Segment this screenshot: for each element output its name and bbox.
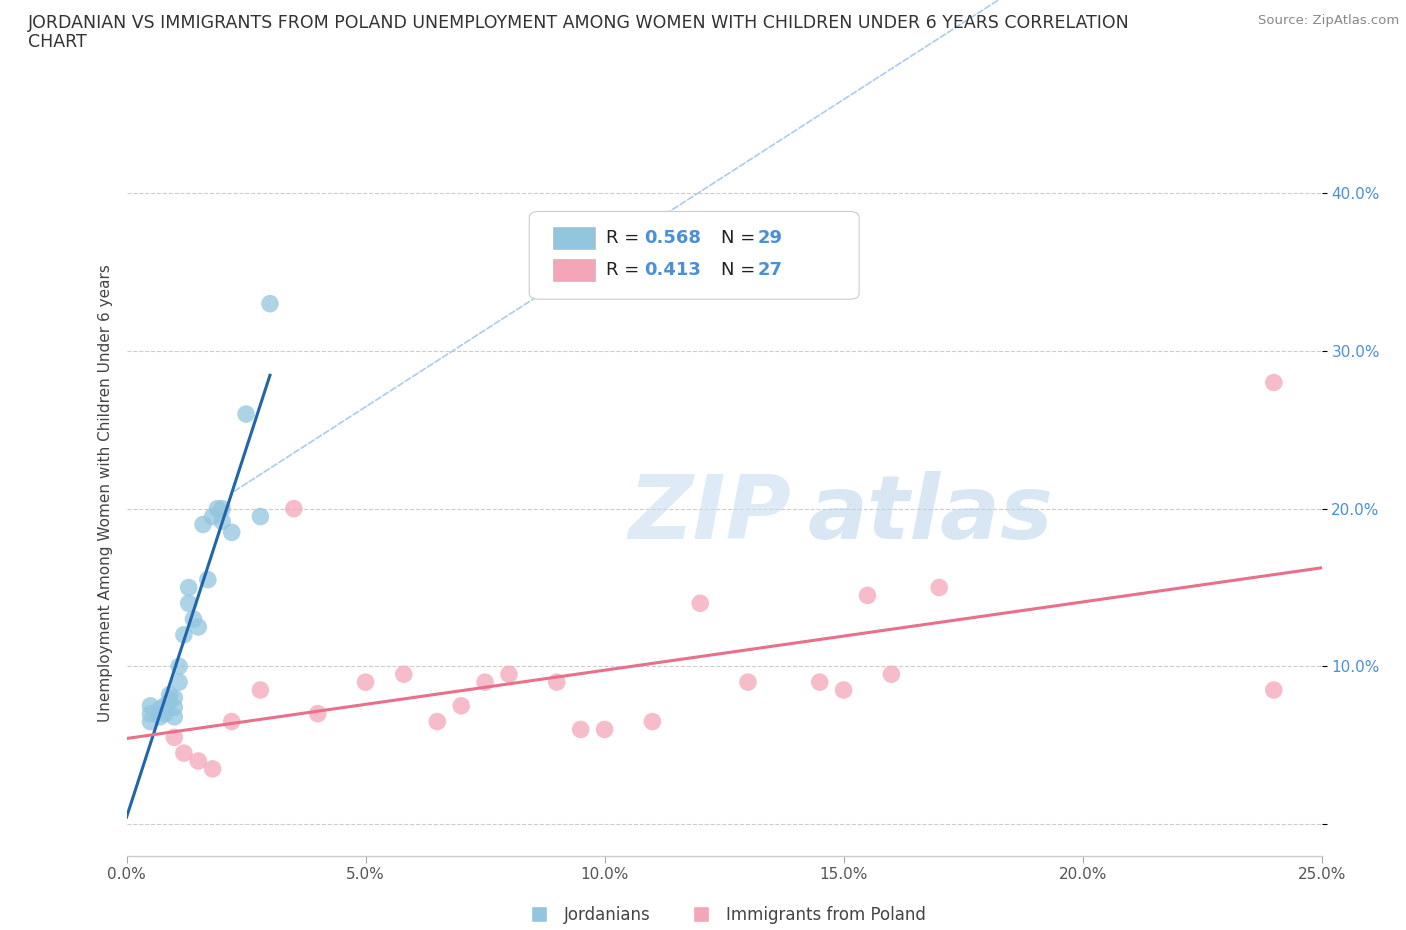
Point [880, 667, 903, 682]
Point [187, 753, 209, 768]
Point [1263, 375, 1285, 390]
Text: JORDANIAN VS IMMIGRANTS FROM POLAND UNEMPLOYMENT AMONG WOMEN WITH CHILDREN UNDER: JORDANIAN VS IMMIGRANTS FROM POLAND UNEM… [28, 14, 1130, 32]
Point [191, 517, 214, 532]
Point [197, 572, 219, 587]
Y-axis label: Unemployment Among Women with Children Under 6 years: Unemployment Among Women with Children U… [97, 264, 112, 722]
Point [159, 694, 181, 709]
Point [173, 628, 195, 643]
FancyBboxPatch shape [553, 228, 595, 249]
FancyBboxPatch shape [553, 259, 595, 281]
Point [354, 674, 377, 689]
Point [163, 730, 186, 745]
Point [307, 706, 329, 721]
Point [173, 746, 195, 761]
Point [153, 698, 176, 713]
Text: R =: R = [606, 261, 645, 279]
Point [163, 690, 186, 705]
Point [474, 674, 496, 689]
Point [283, 501, 305, 516]
Point [177, 596, 200, 611]
Point [139, 714, 162, 729]
Point [207, 501, 229, 516]
Text: R =: R = [606, 230, 645, 247]
Point [149, 701, 172, 716]
Text: N =: N = [720, 261, 761, 279]
Point [139, 706, 162, 721]
Point [235, 406, 257, 421]
Point [221, 714, 243, 729]
Point [569, 722, 592, 737]
Point [450, 698, 472, 713]
Point [546, 674, 568, 689]
Point [392, 667, 415, 682]
Point [201, 762, 224, 777]
Point [259, 297, 281, 312]
Legend: Jordanians, Immigrants from Poland: Jordanians, Immigrants from Poland [516, 899, 932, 930]
Point [139, 698, 162, 713]
Text: 27: 27 [758, 261, 783, 279]
Point [149, 710, 172, 724]
Point [187, 619, 209, 634]
Point [1263, 683, 1285, 698]
Point [593, 722, 616, 737]
Point [163, 710, 186, 724]
Text: 0.413: 0.413 [644, 261, 702, 279]
Text: CHART: CHART [28, 33, 87, 50]
Point [211, 501, 233, 516]
FancyBboxPatch shape [529, 211, 859, 299]
Point [167, 659, 190, 674]
Point [177, 580, 200, 595]
Text: atlas: atlas [807, 472, 1053, 558]
Point [641, 714, 664, 729]
Point [808, 674, 831, 689]
Point [221, 525, 243, 539]
Point [856, 588, 879, 603]
Point [498, 667, 520, 682]
Text: ZIP: ZIP [628, 472, 792, 558]
Point [426, 714, 449, 729]
Point [201, 509, 224, 524]
Point [832, 683, 855, 698]
Point [163, 700, 186, 715]
Point [737, 674, 759, 689]
Text: Source: ZipAtlas.com: Source: ZipAtlas.com [1258, 14, 1399, 27]
Point [153, 706, 176, 721]
Text: 29: 29 [758, 230, 783, 247]
Point [159, 687, 181, 702]
Point [167, 674, 190, 689]
Point [928, 580, 950, 595]
Text: N =: N = [720, 230, 761, 247]
Point [211, 514, 233, 529]
Point [689, 596, 711, 611]
Point [183, 612, 205, 627]
Point [249, 509, 271, 524]
Point [249, 683, 271, 698]
Text: 0.568: 0.568 [644, 230, 702, 247]
